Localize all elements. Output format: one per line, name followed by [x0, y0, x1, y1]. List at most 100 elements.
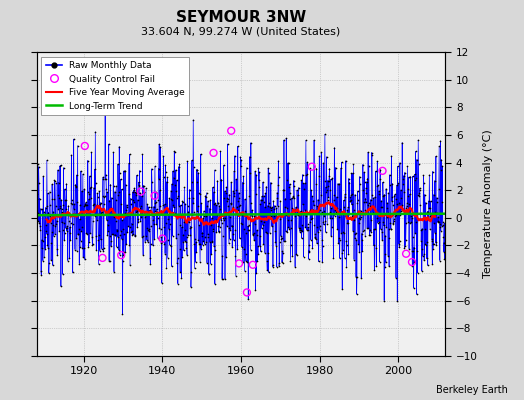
Point — [132, 209, 140, 215]
Point — [246, 247, 255, 253]
Point — [41, 211, 49, 217]
Point — [275, 263, 283, 270]
Point — [361, 232, 369, 239]
Point — [401, 242, 409, 249]
Point — [268, 204, 277, 210]
Point — [179, 232, 188, 238]
Point — [366, 231, 374, 238]
Point — [112, 218, 120, 224]
Point — [387, 153, 396, 159]
Point — [429, 168, 437, 175]
Point — [236, 202, 244, 208]
Point — [342, 158, 350, 164]
Point — [401, 209, 410, 216]
Point — [380, 192, 388, 198]
Point — [276, 216, 284, 222]
Point — [354, 188, 362, 194]
Point — [208, 215, 216, 221]
Point — [66, 237, 74, 244]
Point — [194, 237, 202, 243]
Point — [168, 197, 177, 204]
Point — [125, 160, 133, 166]
Point — [365, 232, 374, 238]
Point — [61, 186, 69, 192]
Point — [289, 193, 298, 200]
Point — [70, 201, 79, 207]
Point — [78, 245, 86, 251]
Point — [282, 212, 290, 218]
Point — [383, 224, 391, 230]
Point — [280, 137, 288, 143]
Point — [195, 222, 204, 228]
Point — [85, 238, 93, 245]
Point — [312, 181, 320, 187]
Point — [218, 276, 226, 282]
Point — [210, 201, 219, 207]
Point — [150, 200, 159, 206]
Point — [126, 151, 134, 158]
Point — [349, 228, 357, 234]
Point — [264, 203, 272, 209]
Point — [279, 186, 288, 193]
Point — [176, 222, 184, 229]
Point — [58, 271, 67, 277]
Point — [136, 204, 144, 211]
Point — [201, 241, 209, 247]
Point — [193, 166, 202, 173]
Point — [203, 260, 211, 266]
Point — [391, 212, 400, 218]
Point — [344, 250, 353, 257]
Point — [370, 226, 378, 232]
Point — [37, 272, 46, 278]
Point — [393, 298, 401, 304]
Point — [83, 231, 92, 238]
Point — [365, 200, 373, 207]
Point — [378, 237, 386, 243]
Point — [47, 220, 55, 226]
Point — [406, 191, 414, 198]
Point — [89, 202, 97, 208]
Point — [285, 160, 293, 166]
Point — [46, 202, 54, 208]
Point — [100, 248, 108, 254]
Point — [249, 230, 258, 236]
Point — [160, 224, 168, 230]
Point — [217, 220, 226, 226]
Point — [73, 198, 82, 205]
Point — [386, 172, 394, 178]
Point — [236, 235, 244, 242]
Point — [263, 267, 271, 274]
Point — [39, 173, 48, 180]
Point — [427, 198, 435, 204]
Point — [245, 222, 253, 228]
Point — [75, 226, 83, 233]
Point — [66, 230, 74, 237]
Point — [69, 210, 78, 217]
Point — [317, 192, 325, 198]
Point — [355, 215, 363, 221]
Point — [397, 207, 406, 213]
Point — [394, 180, 402, 186]
Point — [198, 230, 206, 236]
Point — [428, 238, 436, 244]
Point — [163, 174, 171, 180]
Point — [367, 217, 376, 223]
Point — [101, 176, 110, 182]
Point — [259, 179, 267, 185]
Point — [85, 173, 94, 179]
Point — [420, 180, 428, 187]
Point — [430, 220, 439, 226]
Point — [432, 242, 441, 248]
Point — [137, 203, 145, 209]
Point — [228, 204, 237, 210]
Point — [249, 231, 257, 237]
Point — [390, 209, 399, 216]
Point — [38, 245, 46, 252]
Point — [307, 236, 315, 243]
Point — [237, 220, 246, 226]
Point — [206, 239, 214, 245]
Point — [182, 234, 191, 240]
Point — [421, 241, 429, 247]
Point — [37, 268, 45, 274]
Point — [33, 191, 41, 198]
